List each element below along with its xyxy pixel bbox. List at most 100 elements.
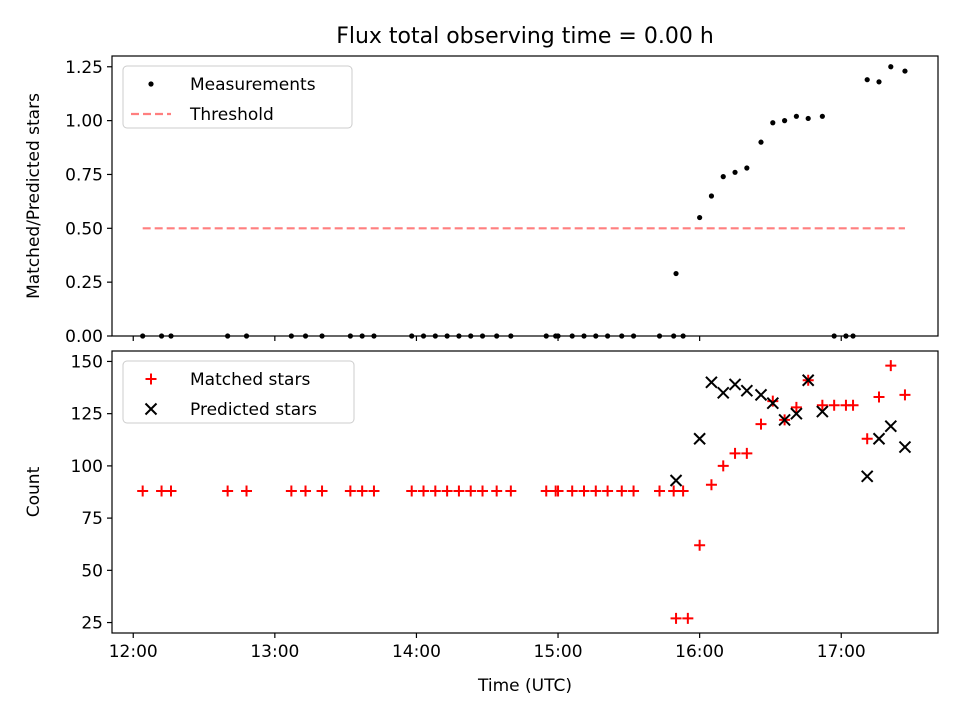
measurement-point xyxy=(444,333,450,339)
predicted-star-marker xyxy=(728,378,742,391)
matched-star-marker xyxy=(429,485,441,497)
measurement-point xyxy=(744,165,750,171)
measurement-point xyxy=(371,333,377,339)
measurement-point xyxy=(805,115,811,122)
x-tick-label: 15:00 xyxy=(534,642,583,662)
predicted-star-marker xyxy=(669,474,683,487)
predicted-star-marker xyxy=(816,405,829,418)
y-tick-label: 75 xyxy=(81,509,103,529)
matched-star-marker xyxy=(682,612,694,624)
y-axis-label: Matched/Predicted stars xyxy=(24,93,44,299)
measurement-point xyxy=(225,333,231,339)
x-tick-label: 17:00 xyxy=(817,642,866,662)
measurement-point xyxy=(680,333,686,339)
data-layer xyxy=(140,64,908,339)
measurement-point xyxy=(876,79,882,85)
y-tick-label: 0.25 xyxy=(65,273,103,293)
matched-star-marker xyxy=(729,447,741,459)
matched-star-marker xyxy=(156,485,168,497)
measurement-point xyxy=(864,77,870,83)
predicted-star-marker xyxy=(717,386,730,399)
measurement-point xyxy=(319,333,325,339)
matched-star-marker xyxy=(790,401,802,413)
measurement-point xyxy=(630,333,637,339)
y-tick-label: 0.75 xyxy=(65,165,103,185)
measurement-point xyxy=(819,113,825,119)
matched-star-marker xyxy=(828,399,840,411)
predicted-star-marker xyxy=(884,419,898,433)
matched-star-marker xyxy=(368,485,380,497)
measurement-point xyxy=(697,214,703,221)
measurement-point xyxy=(720,174,726,180)
measurement-point xyxy=(543,333,549,339)
measurement-point xyxy=(432,333,438,339)
measurement-point xyxy=(593,333,599,339)
matched-star-marker xyxy=(453,485,465,497)
matched-star-marker xyxy=(847,399,859,411)
legend-marker xyxy=(148,81,154,87)
measurement-point xyxy=(850,333,856,339)
matched-star-marker xyxy=(590,485,602,497)
predicted-star-marker xyxy=(778,413,791,427)
y-tick-label: 100 xyxy=(71,457,103,477)
measurement-point xyxy=(288,333,294,339)
matched-star-marker xyxy=(441,485,453,497)
measurement-point xyxy=(168,333,174,339)
matched-star-marker xyxy=(406,485,418,497)
matched-star-marker xyxy=(491,485,503,497)
measurement-point xyxy=(605,333,611,339)
matched-star-marker xyxy=(767,395,779,407)
measurement-point xyxy=(843,333,849,339)
measurement-point xyxy=(732,169,738,175)
matched-star-marker xyxy=(477,485,489,497)
y-tick-label: 125 xyxy=(71,405,103,425)
measurement-point xyxy=(158,333,165,339)
y-tick-label: 1.25 xyxy=(65,58,103,78)
matched-star-marker xyxy=(540,485,552,497)
legend-box xyxy=(122,360,355,424)
axes-frame xyxy=(111,350,939,634)
matched-star-marker xyxy=(885,360,897,372)
measurement-point xyxy=(468,333,474,339)
measurement-point xyxy=(673,270,679,277)
x-axis-label: Time (UTC) xyxy=(477,676,572,696)
y-tick-label: 25 xyxy=(81,614,103,634)
x-tick-label: 13:00 xyxy=(250,642,299,662)
matched-star-marker xyxy=(677,485,689,497)
matched-star-marker xyxy=(552,485,564,497)
matched-star-marker xyxy=(578,485,590,497)
measurement-point xyxy=(656,333,663,339)
legend-box xyxy=(122,65,353,129)
measurement-point xyxy=(243,333,250,339)
matched-star-marker xyxy=(465,485,477,497)
matched-star-marker xyxy=(670,612,682,624)
measurement-point xyxy=(758,139,764,145)
matched-star-marker xyxy=(241,485,253,497)
bottom-panel-star-counts: 25 50 75 100 125 150 12:00 13:00 14:00 15:00 16:00… xyxy=(24,350,939,662)
legend-label: Matched stars xyxy=(190,370,310,390)
matched-star-marker xyxy=(344,485,356,497)
legend-marker xyxy=(144,402,158,416)
matched-star-marker xyxy=(628,485,640,497)
measurement-point xyxy=(494,333,500,339)
figure-title: Flux total observing time = 0.00 h xyxy=(336,24,714,49)
matched-star-marker xyxy=(816,399,828,411)
matched-star-marker xyxy=(705,479,717,491)
y-tick-label: 50 xyxy=(81,561,103,581)
measurement-point xyxy=(456,333,462,339)
y-tick-label: 150 xyxy=(71,352,103,372)
y-tick-label: 1.00 xyxy=(65,112,103,132)
legend: Measurements Threshold xyxy=(122,65,353,129)
predicted-star-marker xyxy=(766,397,780,410)
legend-label: Predicted stars xyxy=(190,400,317,420)
y-axis-label: Count xyxy=(24,466,44,517)
measurement-point xyxy=(581,333,587,339)
matched-star-marker xyxy=(165,485,177,497)
measurement-point xyxy=(347,333,353,339)
predicted-star-marker xyxy=(754,388,768,402)
measurement-point xyxy=(770,120,776,126)
predicted-star-marker xyxy=(693,432,706,445)
measurement-point xyxy=(569,333,575,339)
predicted-star-marker xyxy=(801,374,815,387)
